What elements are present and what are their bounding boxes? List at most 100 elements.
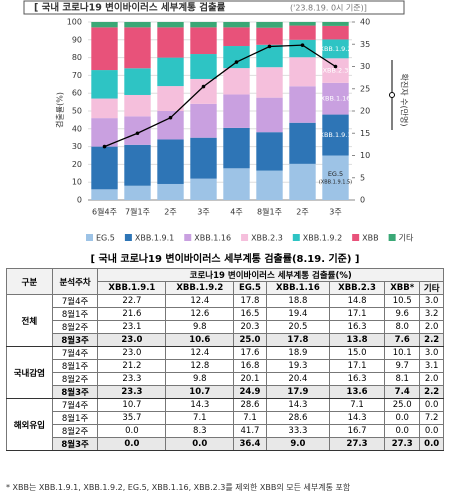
bar-segment [157, 86, 184, 111]
legend-swatch [124, 234, 132, 241]
x-tick-label: 7월1주 [125, 207, 150, 217]
bar-segment [223, 68, 250, 95]
value-cell: 0.0 [384, 424, 421, 438]
week-cell: 7월4주 [51, 346, 99, 360]
value-cell: 8.3 [165, 424, 235, 438]
x-tick-label: 8월1주 [257, 207, 282, 217]
x-tick-label: 3주 [197, 208, 209, 217]
bar-segment [256, 67, 283, 98]
bar-segment [223, 94, 250, 128]
value-cell: 16.7 [329, 424, 386, 438]
bar-segment [157, 57, 184, 87]
table-title: [ 국내 코로나19 변이바이러스 세부계통 검출률(8.19. 기준) ] [90, 254, 360, 265]
y-tick-label: 40 [72, 124, 82, 133]
y2-tick-label: 5 [360, 173, 365, 182]
table-row: 8월2주 23.3 9.8 20.1 20.4 16.3 8.1 2.0 [7, 372, 444, 386]
value-cell: 10.6 [165, 333, 235, 347]
column-header: XBB.1.9.1 [97, 281, 167, 295]
y-tick-label: 60 [72, 89, 82, 98]
bar-segment [124, 22, 151, 28]
value-cell: 16.5 [233, 307, 267, 321]
bar-segment [322, 39, 349, 59]
y-tick-label: 10 [72, 178, 82, 187]
legend-marker [389, 92, 395, 98]
value-cell: 22.7 [97, 294, 167, 308]
value-cell: 7.4 [384, 385, 421, 399]
bar-segment [91, 189, 118, 200]
bar-segment [157, 139, 184, 184]
x-tick-label: 3주 [329, 208, 341, 217]
bar-annotation: (XBB.1.9.1.5) [319, 179, 352, 185]
value-cell: 21.2 [97, 359, 167, 373]
week-cell: 8월2주 [51, 424, 99, 438]
bar-segment [190, 103, 217, 138]
bar-segment [256, 132, 283, 171]
value-cell: 2.0 [419, 372, 444, 386]
table-row: 8월1주 21.2 12.8 16.8 19.3 17.1 9.7 3.1 [7, 359, 444, 373]
legend-label: EG.5 [96, 234, 115, 243]
line-marker [267, 44, 272, 49]
value-cell: 17.6 [233, 346, 267, 360]
table-row: 8월3주 23.3 10.7 24.9 17.9 13.6 7.4 2.2 [7, 385, 444, 399]
value-cell: 23.0 [97, 333, 167, 347]
header-row: XBB.1.9.1 XBB.1.9.2 EG.5 XBB.1.16 XBB.2.3 XBB… [7, 281, 444, 295]
bar-segment [256, 22, 283, 28]
value-cell: 12.8 [165, 359, 235, 373]
value-cell: 3.0 [419, 294, 444, 308]
week-cell: 8월1주 [51, 307, 99, 321]
bar-segment [124, 94, 151, 117]
bar-segment [256, 97, 283, 133]
value-cell: 20.3 [233, 320, 267, 334]
bar-segment [256, 170, 283, 200]
y2-tick-label: 15 [360, 129, 370, 138]
value-cell: 7.2 [419, 411, 444, 425]
bar-segment [190, 137, 217, 179]
legend-label: XBB.1.16 [194, 234, 231, 243]
week-cell: 8월3주 [51, 385, 99, 399]
value-cell: 16.8 [233, 359, 267, 373]
bar-segment [190, 78, 217, 104]
legend-label: XBB.1.9.1 [135, 234, 174, 243]
bar-segment [289, 57, 316, 87]
value-cell: 10.1 [384, 346, 421, 360]
table-row: 8월2주 0.0 8.3 41.7 33.3 16.7 0.0 0.0 [7, 424, 444, 438]
group-cell: 전체 [6, 294, 53, 347]
bar-segment [91, 27, 118, 71]
value-cell: 0.0 [384, 411, 421, 425]
line-marker [135, 131, 140, 136]
bar-segment [124, 185, 151, 200]
value-cell: 24.9 [233, 385, 267, 399]
bar-segment [289, 86, 316, 123]
value-cell: 3.2 [419, 307, 444, 321]
value-cell: 3.0 [419, 346, 444, 360]
value-cell: 18.8 [265, 294, 331, 308]
week-cell: 8월1주 [51, 359, 99, 373]
value-cell: 23.3 [97, 385, 167, 399]
value-cell: 21.6 [97, 307, 167, 321]
table-row: 8월1주 21.6 12.6 16.5 19.4 17.1 9.6 3.2 [7, 307, 444, 321]
value-cell: 19.4 [265, 307, 331, 321]
bar-segment [223, 127, 250, 169]
value-cell: 23.0 [97, 346, 167, 360]
header-cell: 구분 [6, 268, 53, 295]
bar-segment [157, 111, 184, 140]
value-cell: 10.7 [97, 398, 167, 412]
line-marker [234, 60, 239, 64]
bar-segment [289, 163, 316, 200]
bar-segment [289, 39, 316, 58]
legend-label: XBB.2.3 [251, 234, 283, 243]
chart-title: [ 국내 코로나19 변이바이러스 세부계통 검출률 [34, 2, 226, 14]
column-header: XBB.1.9.2 [165, 281, 235, 295]
value-cell: 23.3 [97, 372, 167, 386]
bar-segment [91, 118, 118, 147]
table-row: 국내감염 7월4주 23.0 12.4 17.6 18.9 15.0 10.1 3.0 [6, 346, 444, 399]
bar-annotation: XBB.1.16 [321, 95, 351, 103]
y2-tick-label: 35 [360, 40, 370, 49]
y-tick-label: 20 [72, 160, 82, 169]
value-cell: 0.0 [419, 398, 444, 412]
value-cell: 7.6 [384, 333, 421, 347]
line-marker [102, 144, 107, 149]
line-marker [168, 115, 173, 120]
value-cell: 3.1 [419, 359, 444, 373]
